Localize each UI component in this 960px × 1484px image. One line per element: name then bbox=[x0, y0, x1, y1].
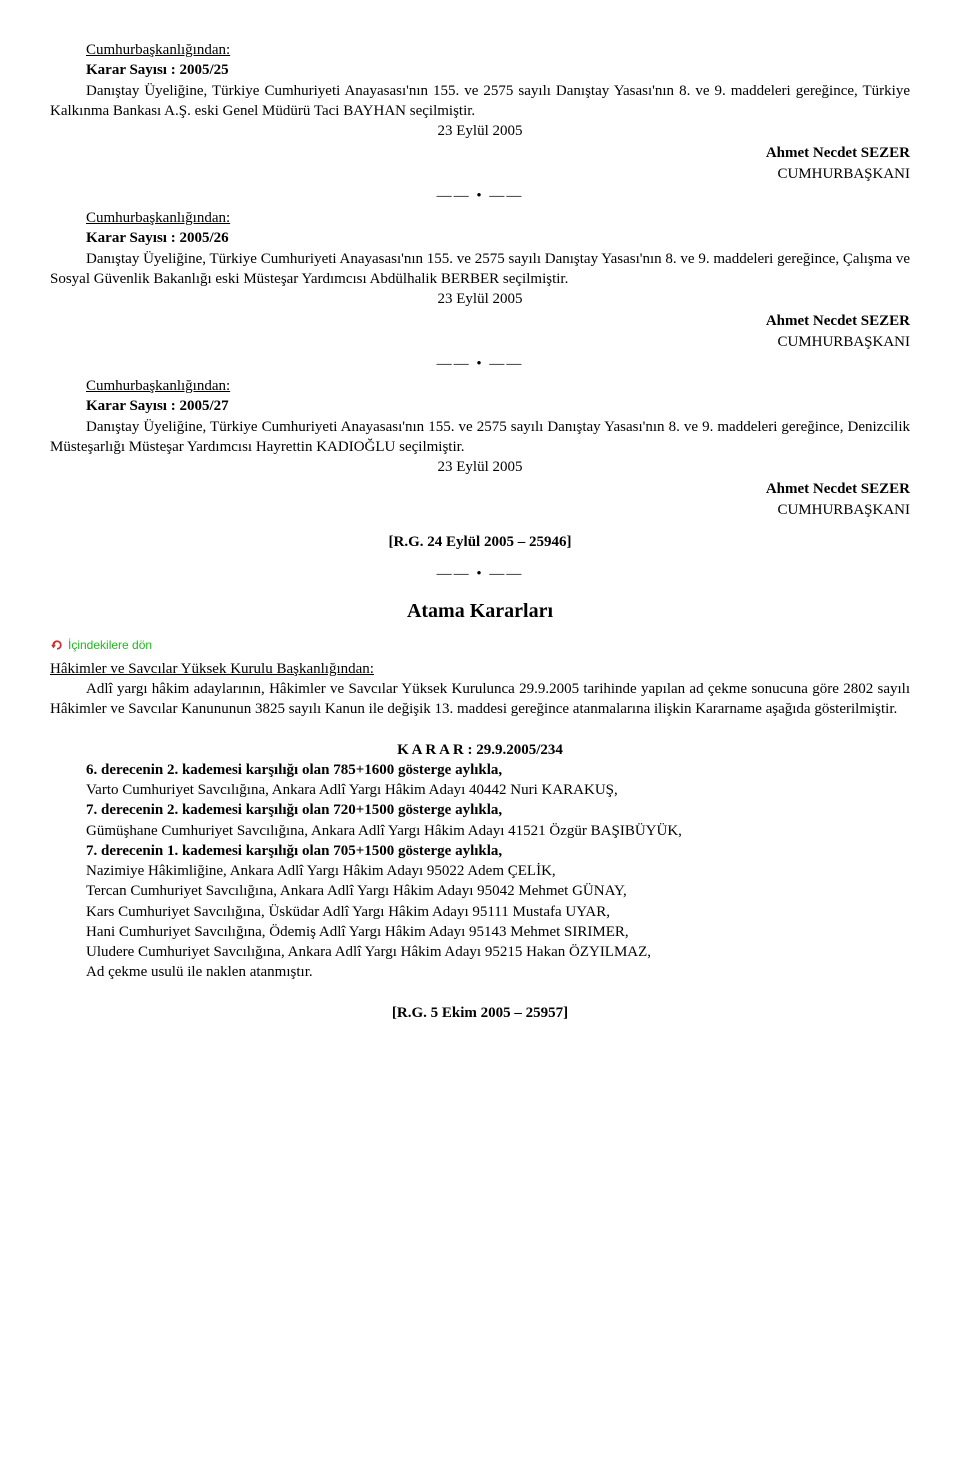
toc-return-link[interactable]: İçindekilere dön bbox=[50, 637, 152, 653]
appointment-line: Hani Cumhuriyet Savcılığına, Ödemiş Adlî… bbox=[50, 922, 910, 942]
hsyk-intro: Adlî yargı hâkim adaylarının, Hâkimler v… bbox=[50, 679, 910, 720]
rg-reference-2: [R.G. 5 Ekim 2005 – 25957] bbox=[50, 1003, 910, 1023]
signer-title: CUMHURBAŞKANI bbox=[777, 166, 910, 182]
karar-heading: K A R A R : 29.9.2005/234 bbox=[50, 740, 910, 760]
decree-signer: Ahmet Necdet SEZER CUMHURBAŞKANI bbox=[50, 143, 910, 184]
signer-name: Ahmet Necdet SEZER bbox=[766, 313, 910, 329]
signer-title: CUMHURBAŞKANI bbox=[777, 334, 910, 350]
hsyk-source: Hâkimler ve Savcılar Yüksek Kurulu Başka… bbox=[50, 659, 910, 679]
separator: —— • —— bbox=[50, 186, 910, 206]
grade-2-title: 7. derecenin 2. kademesi karşılığı olan … bbox=[50, 800, 910, 820]
grade-1-title: 6. derecenin 2. kademesi karşılığı olan … bbox=[50, 760, 910, 780]
decree-source: Cumhurbaşkanlığından: bbox=[50, 208, 910, 228]
separator: —— • —— bbox=[50, 564, 910, 584]
decree-karar-number: Karar Sayısı : 2005/25 bbox=[50, 60, 910, 80]
decree-karar-number: Karar Sayısı : 2005/27 bbox=[50, 396, 910, 416]
decree-2: Cumhurbaşkanlığından: Karar Sayısı : 200… bbox=[50, 208, 910, 352]
signer-title: CUMHURBAŞKANI bbox=[777, 502, 910, 518]
decree-date: 23 Eylül 2005 bbox=[50, 121, 910, 141]
decree-body: Danıştay Üyeliğine, Türkiye Cumhuriyeti … bbox=[50, 249, 910, 290]
signer-name: Ahmet Necdet SEZER bbox=[766, 481, 910, 497]
section-title: Atama Kararları bbox=[50, 598, 910, 625]
appointment-line: Nazimiye Hâkimliğine, Ankara Adlî Yargı … bbox=[50, 861, 910, 881]
signer-name: Ahmet Necdet SEZER bbox=[766, 145, 910, 161]
decree-karar-number: Karar Sayısı : 2005/26 bbox=[50, 228, 910, 248]
separator: —— • —— bbox=[50, 354, 910, 374]
decree-source: Cumhurbaşkanlığından: bbox=[50, 40, 910, 60]
decree-signer: Ahmet Necdet SEZER CUMHURBAŞKANI bbox=[50, 311, 910, 352]
decree-signer: Ahmet Necdet SEZER CUMHURBAŞKANI bbox=[50, 479, 910, 520]
decree-body: Danıştay Üyeliğine, Türkiye Cumhuriyeti … bbox=[50, 417, 910, 458]
appointment-line: Varto Cumhuriyet Savcılığına, Ankara Adl… bbox=[50, 780, 910, 800]
decree-source: Cumhurbaşkanlığından: bbox=[50, 376, 910, 396]
appointment-line: Gümüşhane Cumhuriyet Savcılığına, Ankara… bbox=[50, 821, 910, 841]
decree-body: Danıştay Üyeliğine, Türkiye Cumhuriyeti … bbox=[50, 81, 910, 122]
rg-reference-1: [R.G. 24 Eylül 2005 – 25946] bbox=[50, 532, 910, 552]
decree-date: 23 Eylül 2005 bbox=[50, 289, 910, 309]
return-arrow-icon bbox=[50, 638, 64, 652]
appointment-line: Uludere Cumhuriyet Savcılığına, Ankara A… bbox=[50, 942, 910, 962]
decree-1: Cumhurbaşkanlığından: Karar Sayısı : 200… bbox=[50, 40, 910, 184]
appointment-line: Tercan Cumhuriyet Savcılığına, Ankara Ad… bbox=[50, 881, 910, 901]
closing-line: Ad çekme usulü ile naklen atanmıştır. bbox=[50, 962, 910, 982]
decree-3: Cumhurbaşkanlığından: Karar Sayısı : 200… bbox=[50, 376, 910, 520]
grade-3-title: 7. derecenin 1. kademesi karşılığı olan … bbox=[50, 841, 910, 861]
appointment-line: Kars Cumhuriyet Savcılığına, Üsküdar Adl… bbox=[50, 902, 910, 922]
decree-date: 23 Eylül 2005 bbox=[50, 457, 910, 477]
toc-return-label: İçindekilere dön bbox=[68, 637, 152, 653]
